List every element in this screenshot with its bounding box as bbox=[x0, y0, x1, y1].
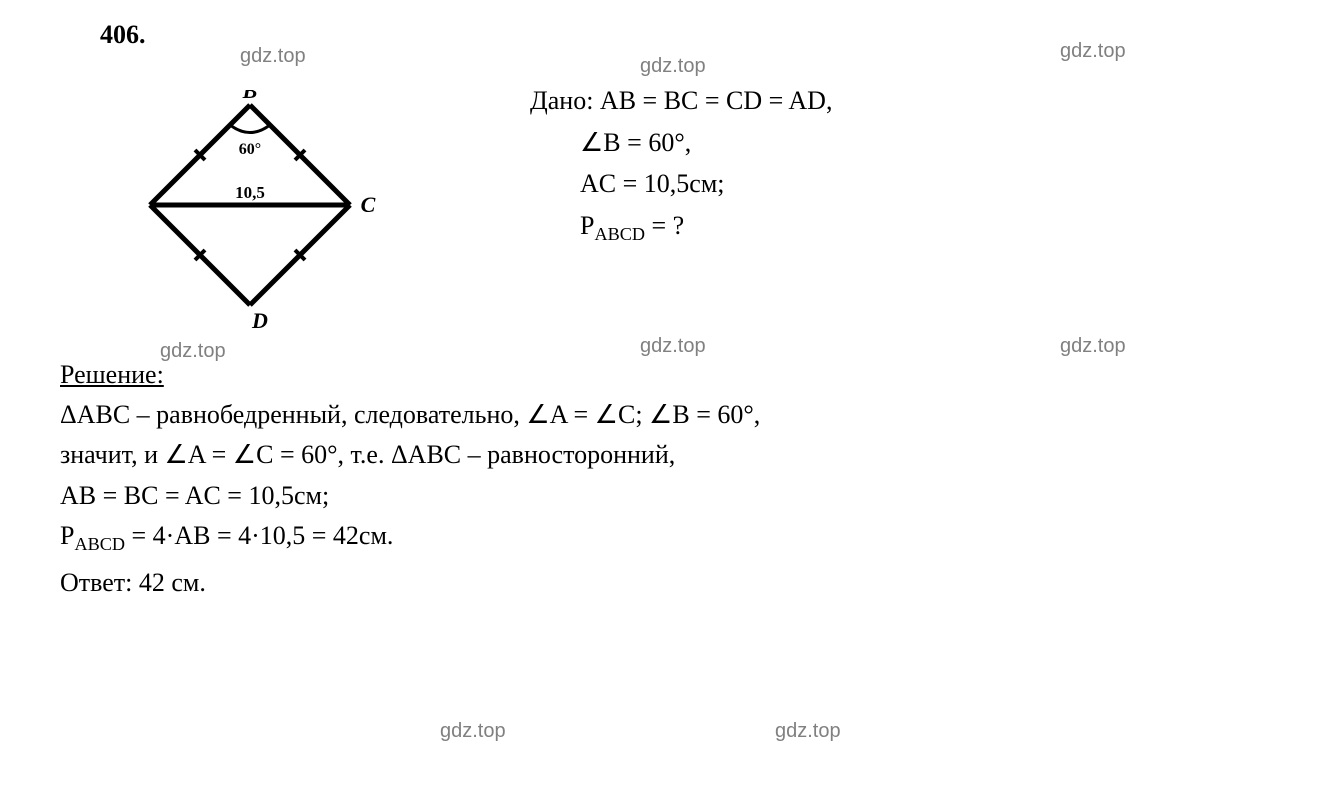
answer-line: Ответ: 42 см. bbox=[60, 568, 1268, 598]
solution-heading: Решение: bbox=[60, 360, 1268, 390]
rhombus-diagram: B A C D 60° 10,5 bbox=[140, 90, 440, 330]
given-line-3: AC = 10,5см; bbox=[580, 163, 1268, 205]
solution-line-1: ΔABC – равнобедренный, следовательно, ∠A… bbox=[60, 395, 1268, 435]
given-line-2: ∠B = 60°, bbox=[580, 122, 1268, 164]
given-column: Дано: AB = BC = CD = AD, ∠B = 60°, AC = … bbox=[520, 60, 1268, 330]
watermark: gdz.top bbox=[640, 335, 706, 358]
answer-value: 42 см. bbox=[139, 568, 206, 597]
given-text-1: AB = BC = CD = AD, bbox=[600, 86, 833, 115]
watermark: gdz.top bbox=[160, 340, 226, 363]
svg-text:D: D bbox=[251, 308, 268, 330]
perimeter-P: P bbox=[580, 211, 594, 240]
solution-line-4: PABCD = 4·AB = 4·10,5 = 42см. bbox=[60, 516, 1268, 558]
given-prefix: Дано: bbox=[530, 86, 600, 115]
solution-line-3: AB = BC = AC = 10,5см; bbox=[60, 476, 1268, 516]
sol-P: P bbox=[60, 521, 74, 550]
svg-text:60°: 60° bbox=[239, 141, 261, 158]
svg-text:B: B bbox=[242, 90, 258, 103]
watermark: gdz.top bbox=[1060, 40, 1126, 63]
diagram-column: B A C D 60° 10,5 bbox=[60, 60, 440, 330]
sol-sub: ABCD bbox=[74, 534, 125, 554]
answer-label: Ответ: bbox=[60, 568, 139, 597]
watermark: gdz.top bbox=[440, 720, 506, 743]
svg-text:10,5: 10,5 bbox=[235, 183, 265, 202]
solution-section: Решение: ΔABC – равнобедренный, следоват… bbox=[60, 360, 1268, 598]
solution-line-2: значит, и ∠A = ∠C = 60°, т.е. ΔABC – рав… bbox=[60, 435, 1268, 475]
watermark: gdz.top bbox=[1060, 335, 1126, 358]
svg-text:C: C bbox=[361, 192, 376, 217]
perimeter-q: = ? bbox=[645, 211, 684, 240]
sol-rest: = 4·AB = 4·10,5 = 42см. bbox=[125, 521, 393, 550]
top-section: B A C D 60° 10,5 Дано: AB = BC = CD = AD… bbox=[60, 60, 1268, 330]
watermark: gdz.top bbox=[240, 45, 306, 68]
given-line-4: PABCD = ? bbox=[580, 205, 1268, 249]
perimeter-sub: ABCD bbox=[594, 224, 645, 244]
watermark: gdz.top bbox=[775, 720, 841, 743]
watermark: gdz.top bbox=[640, 55, 706, 78]
given-line-1: Дано: AB = BC = CD = AD, bbox=[530, 80, 1268, 122]
